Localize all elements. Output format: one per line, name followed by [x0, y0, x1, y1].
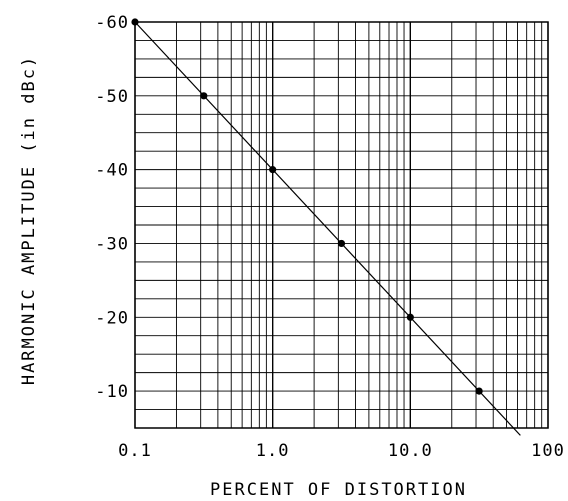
series-line: [134, 21, 521, 436]
y-tick-label: -60: [95, 13, 129, 33]
plot-frame: [134, 21, 549, 429]
x-tick-label: 1.0: [256, 441, 290, 461]
y-tick-label: -30: [95, 234, 129, 254]
x-axis-title: PERCENT OF DISTORTION: [210, 480, 467, 500]
grid: [134, 21, 549, 429]
y-tick-label: -10: [95, 382, 129, 402]
data-point: [131, 18, 139, 26]
y-axis-title: HARMONIC AMPLITUDE (in dBc): [19, 55, 39, 385]
data-point: [200, 92, 208, 100]
y-tick-label: -50: [95, 87, 129, 107]
data-point: [337, 239, 346, 248]
x-tick-labels: 0.1 1.0 10.0 100: [118, 441, 565, 461]
y-tick-labels: -60 -50 -40 -30 -20 -10: [95, 13, 129, 402]
x-tick-label: 0.1: [118, 441, 152, 461]
data-point: [475, 387, 483, 395]
data-point: [406, 313, 414, 321]
y-tick-label: -40: [95, 161, 129, 181]
data-point: [269, 166, 277, 174]
x-tick-label: 100: [531, 441, 565, 461]
x-tick-label: 10.0: [388, 441, 433, 461]
data-series: [131, 18, 521, 436]
y-tick-label: -20: [95, 308, 129, 328]
